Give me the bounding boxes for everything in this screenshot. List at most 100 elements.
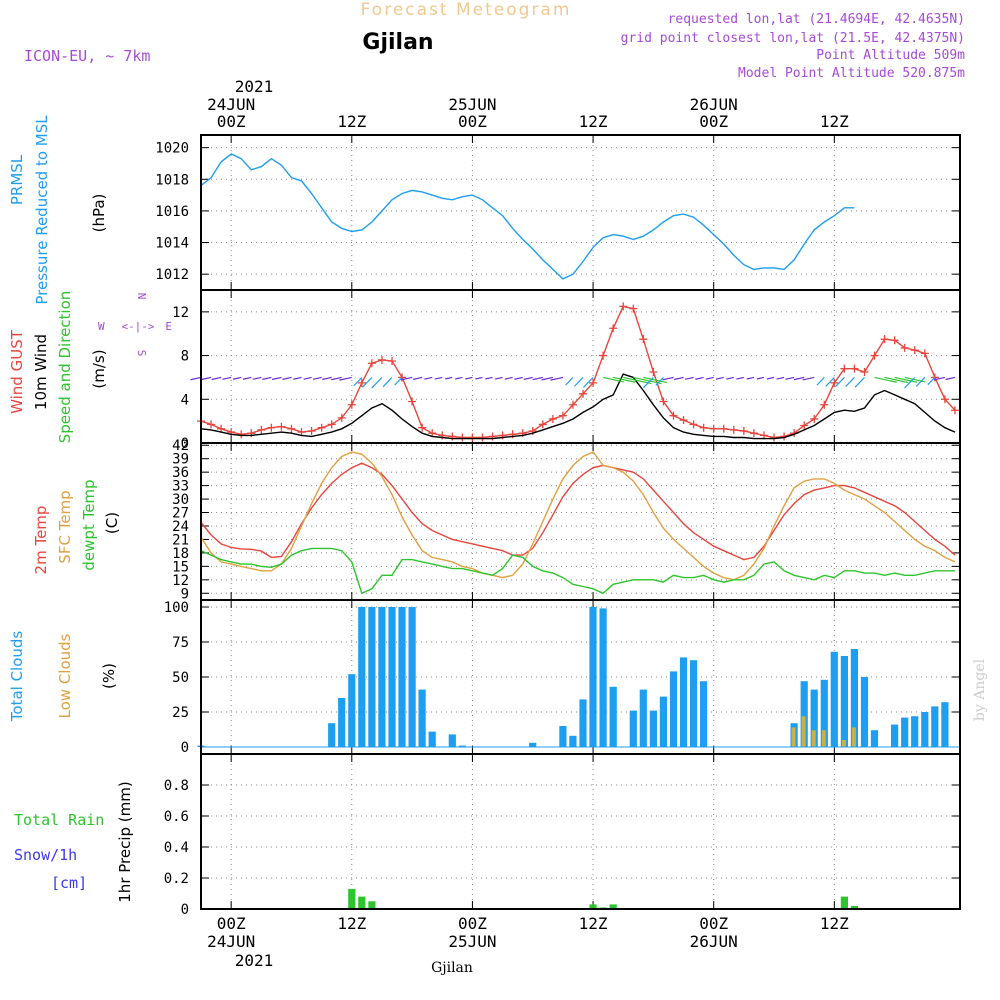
gust-marker [890,336,899,345]
gust-marker [850,364,859,373]
sfc-temp-line [200,451,956,581]
bottom-time-label: 12Z [820,914,849,933]
precip-panel: 0 0.2 0.4 0.6 0.8 [164,753,961,918]
bottom-year: 2021 [235,951,274,970]
low-clouds-label: Low Clouds [56,633,74,718]
compass-east: E [165,320,172,333]
wind-arrow [655,377,664,386]
gust-marker [940,395,949,404]
total-clouds-bar [408,607,416,747]
wind-arrow [550,376,564,381]
gust-marker [709,424,718,433]
wind-arrow [915,377,926,387]
wind-arrow [736,376,744,380]
gust-marker [609,324,618,333]
wind-arrow [211,376,222,381]
total-clouds-bar [428,731,436,747]
bottom-time-label: 12Z [579,914,608,933]
compass-south: S [135,350,148,357]
gust-marker [418,423,427,432]
gust-marker [619,302,628,311]
bottom-date-label: 26JUN [690,932,738,951]
gust-marker [568,400,577,409]
bottom-time-label: 00Z [699,914,728,933]
total-clouds-bar [659,696,667,747]
gust-marker [287,424,296,433]
gust-marker [639,335,648,344]
wind-arrow [705,376,714,380]
wind-arrow [945,376,956,381]
wind-arrow [825,377,835,387]
gust-marker [277,422,286,431]
gust-marker [317,423,326,432]
top-time-label: 12Z [820,112,849,131]
location-title: Gjilan [362,30,433,55]
wind-arrow [904,377,916,389]
gust-marker [910,346,919,355]
total-clouds-bar [559,726,567,747]
clouds-unit: (%) [100,663,118,689]
wind-arrow [785,376,795,380]
wind-arrow [684,376,694,380]
pressure-ytick-label: 1020 [155,141,189,157]
wind-arrow [523,376,533,380]
precip-ytick-label: 0.4 [164,840,189,856]
total-clouds-bar [629,710,637,747]
wind-arrow [884,376,909,384]
wind-arrow [339,376,352,381]
top-date-label: 25JUN [448,95,496,114]
temp-ytick-label: 12 [172,573,189,589]
low-clouds-bar [811,730,816,747]
compass-north: N [135,293,148,300]
total-clouds-bar [448,734,456,747]
gust-marker [548,414,557,423]
total-clouds-bar [870,730,879,747]
gust-marker [810,414,819,423]
gust-marker [689,420,698,429]
wind-panel: 0 4 8 12 [172,289,961,452]
grid-point-coords: grid point closest lon,lat (21.5E, 42.43… [621,31,965,46]
total-rain-bar [358,896,366,909]
compass-arrow: <-|-> [121,320,154,333]
total-clouds-bar [338,698,346,747]
wind10-label: 10m Wind [32,334,50,410]
gust-marker [950,406,959,415]
wind-arrow [465,376,473,380]
wind-arrow [400,376,413,381]
wind-arrow [834,377,845,388]
total-clouds-bar [891,724,899,747]
gust-marker [629,304,638,313]
total-clouds-bar [609,686,617,747]
wind-arrow [271,376,282,381]
wind-arrow [532,376,543,381]
clouds-ytick-label: 100 [164,600,189,616]
prmsl-line [200,153,855,280]
top-date-label: 24JUN [207,95,255,114]
wind-arrow [602,376,624,383]
pressure-ytick-label: 1018 [155,172,189,188]
dewpoint-label: dewpt Temp [80,479,98,570]
gust-marker [347,400,356,409]
wind-arrow [200,376,212,381]
bottom-time-label: 00Z [217,914,246,933]
wind-arrow [633,376,662,385]
wind-arrow [322,376,332,381]
gust-marker [900,343,909,352]
wind-arrow [541,376,553,381]
bottom-time-label: 12Z [337,914,366,933]
gust-marker [367,359,376,368]
temp-ytick-label: 39 [172,452,189,468]
gust-marker [749,429,758,438]
pressure-frame [200,134,961,291]
wind-arrow [312,376,322,380]
clouds-ytick-label: 75 [172,635,189,651]
temp-ytick-label: 42 [172,438,189,454]
gust-marker [870,351,879,360]
prmsl-long-label: Pressure Reduced to MSL [33,115,51,305]
temp-ytick-label: 15 [172,559,189,575]
wind-arrow [504,376,513,380]
chart-title: Forecast Meteogram [361,0,572,20]
wind-arrow [894,376,917,383]
